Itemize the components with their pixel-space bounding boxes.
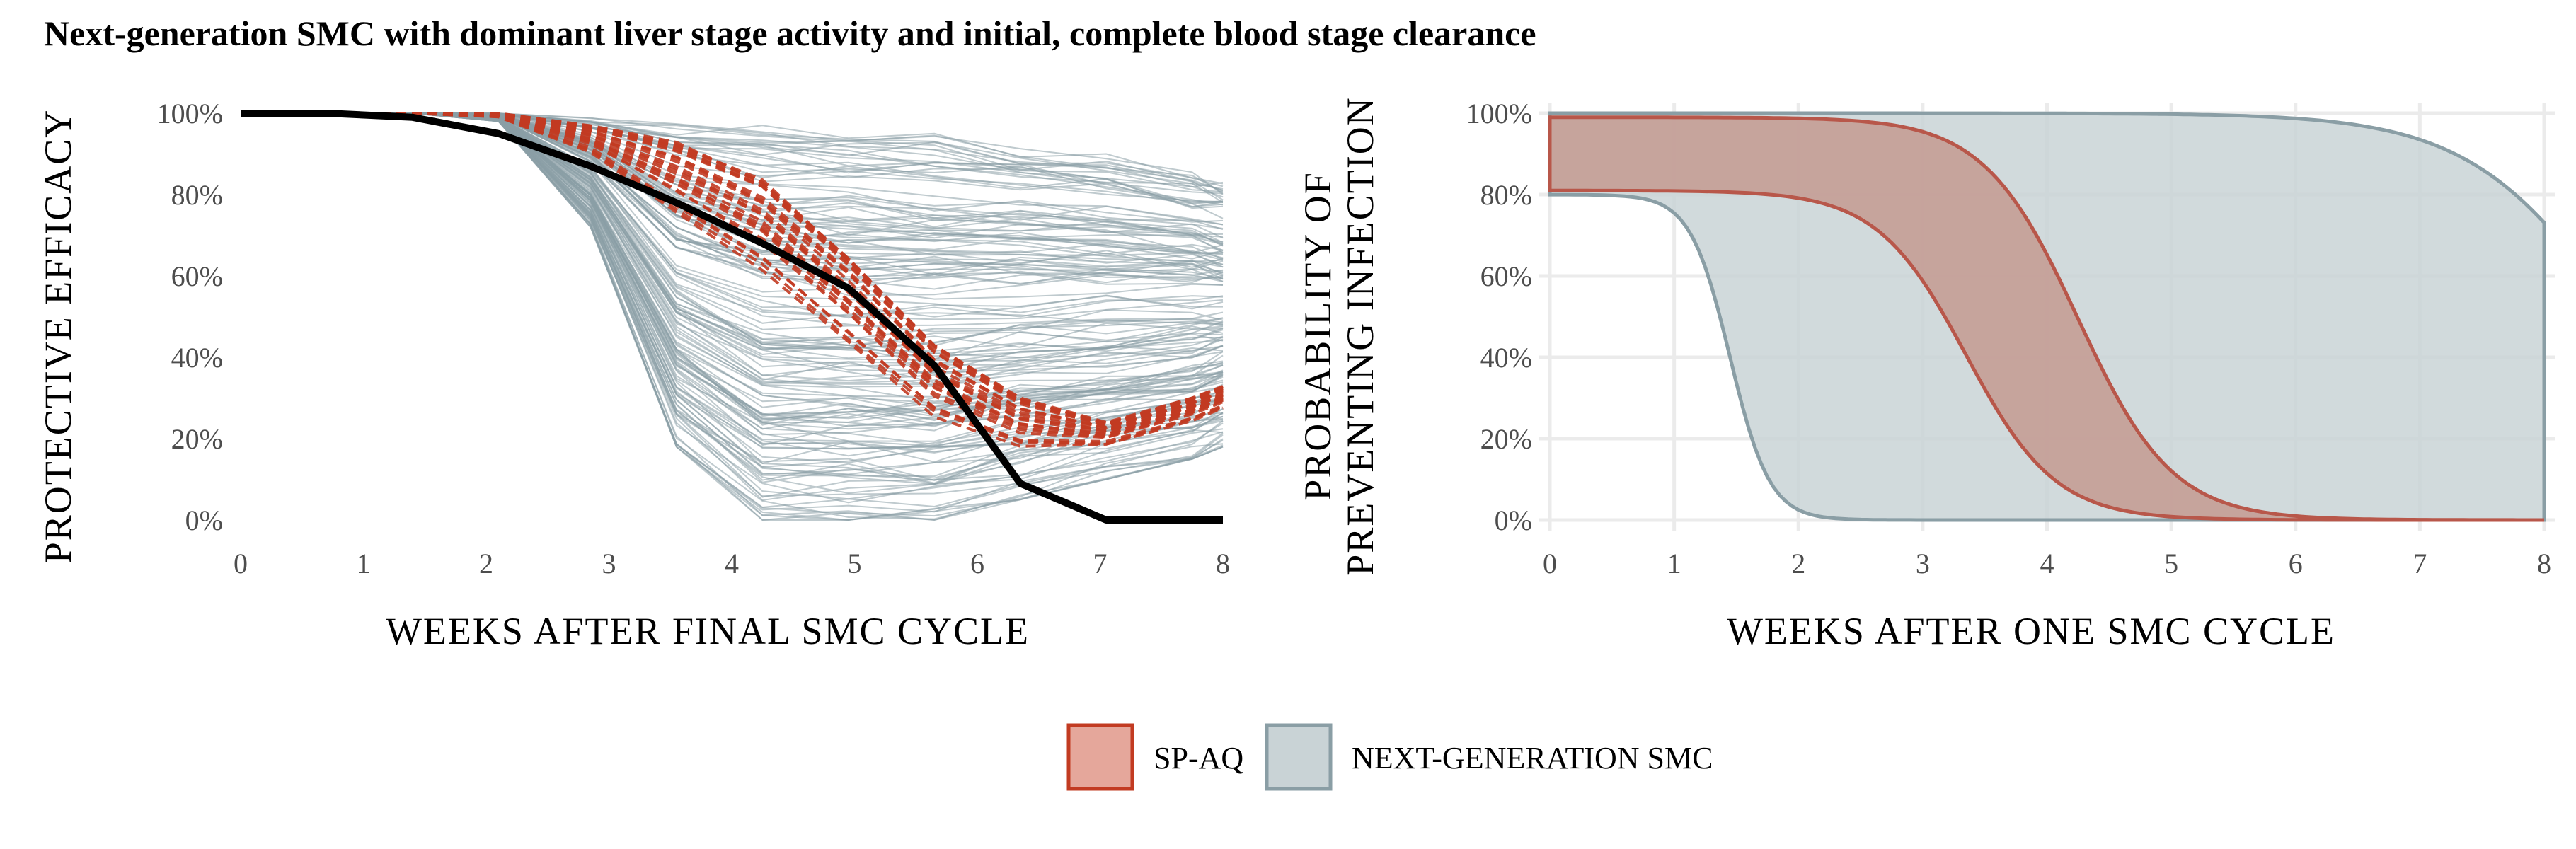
x-tick-label: 7: [2413, 548, 2427, 579]
legend: SP-AQ NEXT-GENERATION SMC: [1066, 723, 1713, 791]
y-tick-label: 60%: [1480, 260, 1532, 292]
x-tick-label: 4: [2040, 548, 2054, 579]
y-tick-label: 40%: [1480, 342, 1532, 374]
y-tick-label: 0%: [185, 504, 223, 536]
left-chart-protective-efficacy: 0% 20% 40% 60% 80% 100% 0 1 2 3 4 5 6 7 8 PROTECTIVE …: [37, 98, 1230, 652]
sample-line: [241, 112, 1224, 268]
x-tick-label: 8: [2537, 548, 2551, 579]
sample-line: [241, 112, 1224, 268]
sample-line: [241, 112, 1224, 412]
y-tick-label: 80%: [1480, 179, 1532, 211]
x-tick-label: 8: [1216, 548, 1230, 579]
left-x-ticks: 0 1 2 3 4 5 6 7 8: [234, 548, 1230, 579]
right-x-axis-title: WEEKS AFTER ONE SMC CYCLE: [1727, 610, 2335, 652]
x-tick-label: 6: [970, 548, 984, 579]
y-tick-label: 0%: [1495, 504, 1532, 536]
x-tick-label: 2: [1791, 548, 1805, 579]
x-tick-label: 3: [1916, 548, 1930, 579]
right-y-axis-title-line1: PROBABILITY OF: [1296, 171, 1339, 501]
x-tick-label: 6: [2289, 548, 2303, 579]
right-y-axis-title-line2: PREVENTING INFECTION: [1339, 96, 1381, 575]
x-tick-label: 1: [357, 548, 371, 579]
x-tick-label: 5: [2164, 548, 2178, 579]
left-y-axis-title: PROTECTIVE EFFICACY: [37, 109, 79, 564]
left-x-axis-title: WEEKS AFTER FINAL SMC CYCLE: [386, 610, 1030, 652]
y-tick-label: 100%: [1466, 98, 1532, 129]
right-y-ticks: 0% 20% 40% 60% 80% 100%: [1466, 98, 1532, 536]
chart-title: Next-generation SMC with dominant liver …: [44, 13, 1536, 53]
x-tick-label: 1: [1667, 548, 1681, 579]
y-tick-label: 20%: [171, 423, 223, 455]
x-tick-label: 0: [1543, 548, 1557, 579]
legend-label-spaq: SP-AQ: [1154, 741, 1243, 775]
legend-label-nextgen: NEXT-GENERATION SMC: [1352, 741, 1713, 775]
mean-efficacy-line: [241, 110, 1223, 524]
legend-swatch-spaq: [1066, 723, 1134, 791]
right-x-ticks: 0 1 2 3 4 5 6 7 8: [1543, 548, 2551, 579]
x-tick-label: 2: [479, 548, 493, 579]
x-tick-label: 3: [602, 548, 616, 579]
x-tick-label: 4: [725, 548, 739, 579]
x-tick-label: 7: [1093, 548, 1108, 579]
y-tick-label: 20%: [1480, 423, 1532, 455]
y-tick-label: 40%: [171, 342, 223, 374]
y-tick-label: 100%: [157, 98, 223, 129]
y-tick-label: 60%: [171, 260, 223, 292]
spaq-ribbon: [1548, 115, 2544, 522]
sample-line: [241, 112, 1224, 426]
x-tick-label: 5: [848, 548, 862, 579]
x-tick-label: 0: [234, 548, 248, 579]
sample-line: [241, 112, 1224, 427]
left-y-ticks: 0% 20% 40% 60% 80% 100%: [157, 98, 223, 536]
right-chart-probability-preventing-infection: 0% 20% 40% 60% 80% 100% 0 1 2 3 4 5 6 7 8 PROBABILITY…: [1296, 96, 2555, 652]
y-tick-label: 80%: [171, 179, 223, 211]
spaq-sample-lines: [241, 112, 1224, 448]
legend-swatch-nextgen: [1265, 723, 1333, 791]
